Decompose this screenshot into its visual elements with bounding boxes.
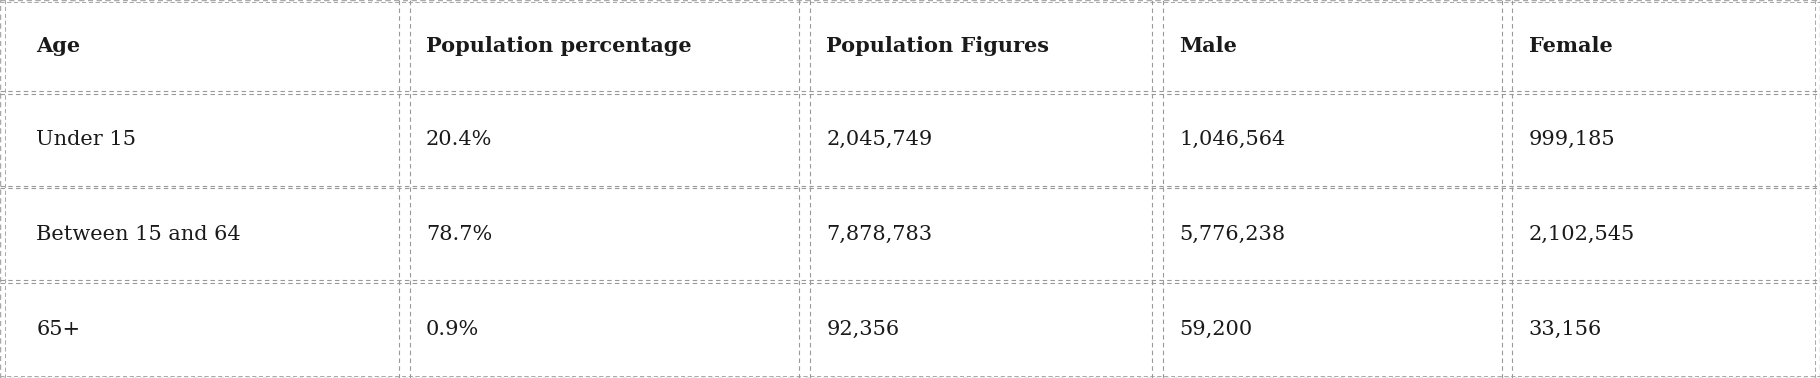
Text: 59,200: 59,200 [1179,320,1252,339]
Text: Population percentage: Population percentage [426,36,692,56]
Text: 2,102,545: 2,102,545 [1529,225,1634,244]
Text: 7,878,783: 7,878,783 [826,225,932,244]
Text: Age: Age [36,36,80,56]
Text: 33,156: 33,156 [1529,320,1602,339]
Text: 20.4%: 20.4% [426,130,491,149]
Text: 92,356: 92,356 [826,320,899,339]
Text: 0.9%: 0.9% [426,320,479,339]
Text: 2,045,749: 2,045,749 [826,130,932,149]
Text: 78.7%: 78.7% [426,225,491,244]
Text: 65+: 65+ [36,320,80,339]
Text: 999,185: 999,185 [1529,130,1616,149]
Text: 5,776,238: 5,776,238 [1179,225,1285,244]
Text: Population Figures: Population Figures [826,36,1050,56]
Text: Under 15: Under 15 [36,130,136,149]
Text: Male: Male [1179,36,1238,56]
Text: Female: Female [1529,36,1613,56]
Text: Between 15 and 64: Between 15 and 64 [36,225,240,244]
Text: 1,046,564: 1,046,564 [1179,130,1285,149]
